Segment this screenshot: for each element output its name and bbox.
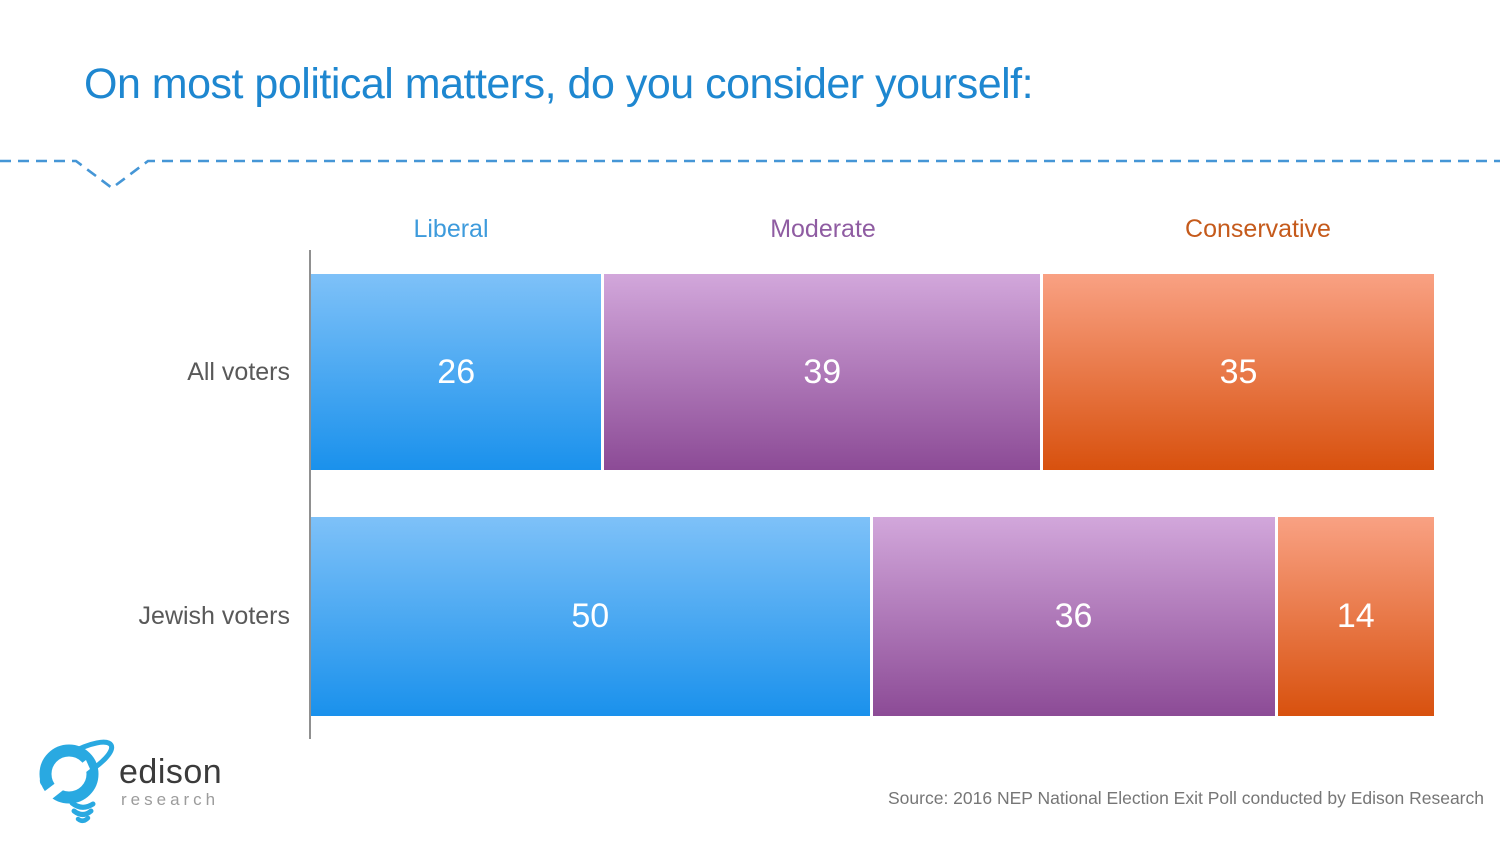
row-label-all-voters: All voters <box>187 358 290 386</box>
legend-label-conservative: Conservative <box>1185 215 1331 243</box>
logo-bulb-base <box>69 800 96 810</box>
bar-row-jewish-voters: 50 36 14 <box>311 517 1434 716</box>
bar-segment-moderate: 36 <box>872 517 1275 716</box>
source-text: Source: 2016 NEP National Election Exit … <box>888 788 1484 808</box>
legend-label-moderate: Moderate <box>770 215 876 243</box>
bar-segment-conservative: 35 <box>1043 274 1434 470</box>
page-title: On most political matters, do you consid… <box>84 60 1034 108</box>
logo-bulb-base <box>71 808 94 817</box>
y-axis-line <box>309 250 311 739</box>
divider-chevron-path <box>0 159 1500 190</box>
segment-value: 50 <box>571 597 610 635</box>
segment-value: 36 <box>1054 597 1093 635</box>
logo-bulb-base <box>75 815 91 823</box>
edison-logo-subtext: research <box>121 790 220 809</box>
row-label-jewish-voters: Jewish voters <box>138 602 290 630</box>
bar-segment-liberal: 50 <box>311 517 870 716</box>
bar-segment-conservative: 14 <box>1277 517 1434 716</box>
logo-white-slash <box>37 760 90 806</box>
edison-logo-wordmark: edison <box>119 753 223 791</box>
segment-value: 39 <box>803 352 842 391</box>
segment-value: 26 <box>437 352 476 391</box>
segment-value: 35 <box>1219 352 1258 391</box>
bar-row-all-voters: 26 39 35 <box>311 274 1434 470</box>
edison-logo-icon <box>37 739 115 823</box>
segment-value: 14 <box>1336 597 1375 635</box>
bar-segment-liberal: 26 <box>311 274 602 470</box>
dashed-divider <box>0 159 1500 190</box>
bar-segment-moderate: 39 <box>604 274 1041 470</box>
legend-label-liberal: Liberal <box>413 215 489 243</box>
